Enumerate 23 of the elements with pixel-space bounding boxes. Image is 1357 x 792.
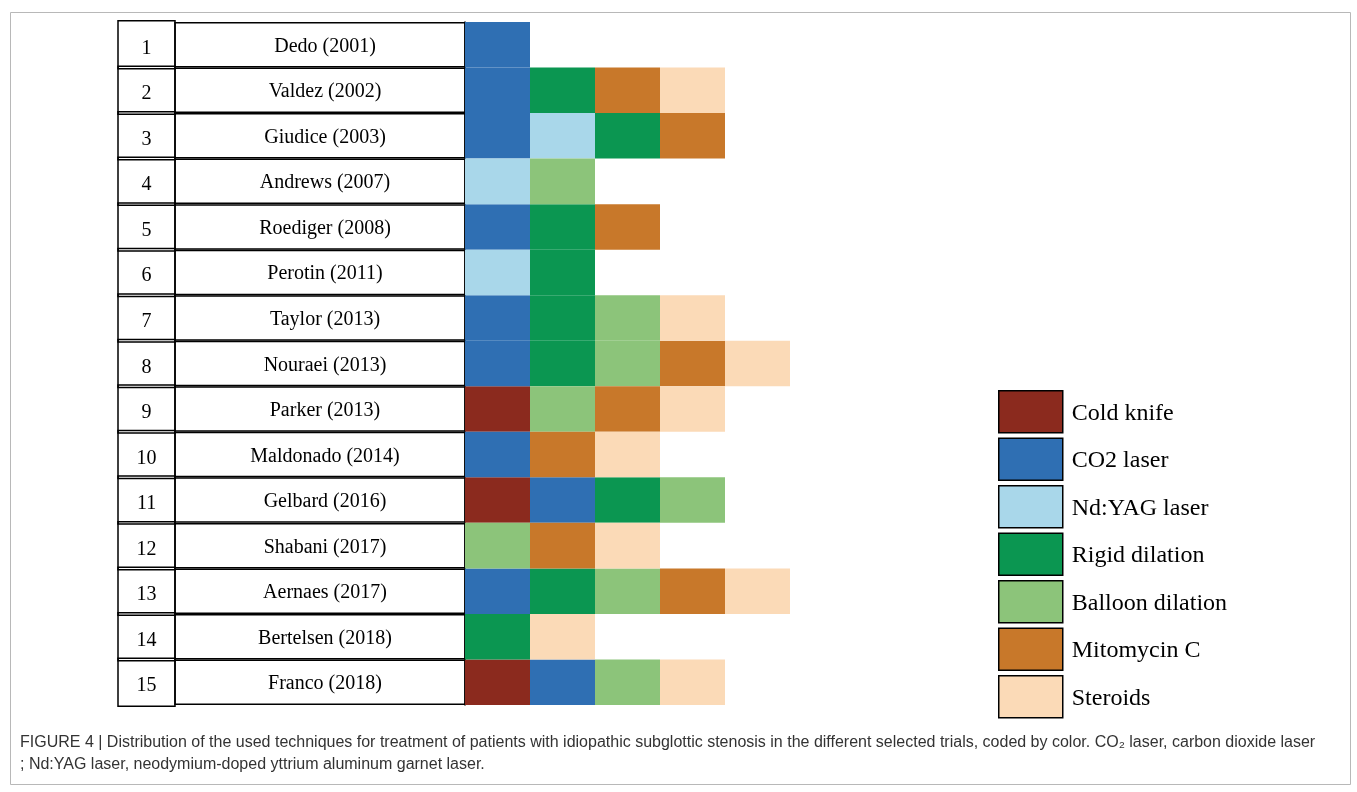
category-label: 11 Gelbard (2016) <box>136 489 387 514</box>
category-label: 14 Bertelsen (2018) <box>136 625 392 650</box>
category-label: 6 Perotin (2011) <box>141 261 383 286</box>
category-label: 15 Franco (2018) <box>136 671 382 696</box>
category-label: 12 Shabani (2017) <box>136 534 387 559</box>
category-label: 8 Nouraei (2013) <box>141 352 387 377</box>
category-label: 4 Andrews (2007) <box>141 170 391 195</box>
category-label: 10 Maldonado (2014) <box>136 443 400 468</box>
category-label: 13 Aernaes (2017) <box>136 580 387 605</box>
category-label: 7 Taylor (2013) <box>141 306 381 331</box>
category-label: 3 Giudice (2003) <box>141 124 386 149</box>
category-label: 1 Dedo (2001) <box>141 33 376 58</box>
legend-label: Steroids <box>1071 683 1151 710</box>
category-label: 5 Roediger (2008) <box>141 215 391 240</box>
legend-label: CO2 laser <box>1071 446 1169 473</box>
caption: FIGURE 4 | Distribution of the used techniques for treatment of patients with idiopathic subglottic stenosis in the different selected trials, coded by color. CO₂ laser, carbon dioxide laser; Nd:YAG laser, neodymium-doped yttrium aluminum garnet laser. <box>20 732 1316 772</box>
legend-label: Nd:YAG laser <box>1071 493 1209 520</box>
category-label: 9 Parker (2013) <box>141 398 381 423</box>
legend-label: Balloon dilation <box>1071 588 1228 615</box>
legend-label: Mitomycin C <box>1071 636 1201 663</box>
category-label: 2 Valdez (2002) <box>141 79 382 104</box>
legend-label: Cold knife <box>1071 398 1174 425</box>
legend-label: Rigid dilation <box>1071 541 1205 568</box>
